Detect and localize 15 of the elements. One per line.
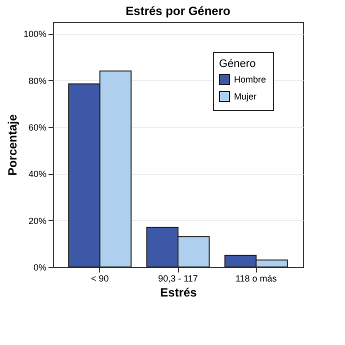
y-tick-label: 100% (23, 29, 46, 40)
y-tick-label: 0% (33, 262, 46, 272)
x-tick-label: 118 o más (235, 274, 278, 284)
y-tick-label: 20% (28, 216, 46, 226)
legend-label: Mujer (234, 92, 257, 102)
y-axis-title: Porcentaje (5, 114, 20, 176)
x-tick-label: 90,3 - 117 (158, 274, 198, 284)
y-tick-label: 40% (28, 169, 46, 180)
y-tick-label: 60% (28, 122, 46, 132)
legend-label: Hombre (234, 74, 266, 84)
x-axis-title: Estrés (160, 286, 198, 300)
legend-title: Género (219, 58, 256, 70)
chart-title: Estrés por Género (126, 4, 230, 18)
x-tick-label: < 90 (90, 274, 109, 284)
y-tick-label: 80% (28, 76, 46, 86)
